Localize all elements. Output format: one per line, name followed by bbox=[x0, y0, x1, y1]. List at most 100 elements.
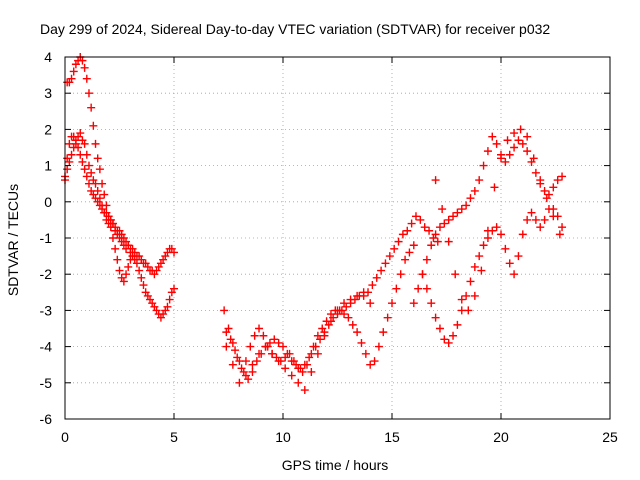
data-point bbox=[370, 357, 379, 366]
data-point bbox=[398, 230, 407, 239]
data-point bbox=[553, 176, 562, 185]
y-tick-label: 2 bbox=[44, 121, 52, 137]
data-point bbox=[422, 255, 431, 264]
x-tick-label: 20 bbox=[493, 429, 509, 445]
data-point bbox=[170, 248, 178, 257]
data-point bbox=[466, 194, 475, 203]
data-point bbox=[488, 132, 497, 141]
data-point bbox=[366, 299, 375, 308]
data-point bbox=[416, 215, 425, 224]
data-point bbox=[388, 299, 396, 308]
data-point bbox=[392, 284, 401, 293]
data-point bbox=[287, 357, 296, 366]
data-point bbox=[333, 306, 342, 315]
data-point bbox=[440, 219, 449, 228]
y-tick-label: -3 bbox=[40, 302, 53, 318]
data-point bbox=[505, 150, 514, 159]
data-point bbox=[228, 360, 237, 369]
y-tick-label: -1 bbox=[40, 230, 53, 246]
x-axis: 0 5 10 15 20 25 bbox=[61, 57, 618, 445]
data-point bbox=[381, 259, 390, 268]
data-point bbox=[91, 139, 100, 148]
data-point bbox=[418, 270, 427, 279]
data-point bbox=[483, 226, 492, 235]
data-point bbox=[449, 212, 458, 221]
y-axis: -6 -5 -4 -3 -2 -1 0 1 2 3 4 bbox=[40, 49, 610, 427]
data-point bbox=[102, 201, 111, 210]
data-point bbox=[501, 157, 510, 166]
data-point bbox=[425, 226, 434, 235]
data-point bbox=[510, 129, 519, 138]
data-point bbox=[514, 136, 523, 145]
data-point bbox=[248, 367, 257, 376]
data-point bbox=[82, 172, 91, 181]
data-point bbox=[405, 248, 414, 257]
data-point bbox=[122, 270, 131, 279]
data-point bbox=[281, 364, 290, 373]
data-point bbox=[170, 284, 178, 293]
data-point bbox=[497, 154, 505, 163]
data-point bbox=[407, 219, 416, 228]
data-point bbox=[433, 237, 442, 246]
data-point bbox=[248, 360, 257, 369]
data-point bbox=[527, 208, 536, 217]
data-point bbox=[287, 371, 296, 380]
data-point bbox=[320, 331, 329, 340]
data-point bbox=[119, 277, 128, 286]
data-point bbox=[403, 226, 412, 235]
data-point bbox=[111, 244, 120, 253]
data-point bbox=[69, 67, 78, 76]
y-tick-label: 4 bbox=[44, 49, 52, 65]
data-point bbox=[510, 143, 519, 152]
data-point bbox=[368, 281, 377, 290]
data-point bbox=[300, 360, 309, 369]
data-point bbox=[453, 320, 462, 329]
data-point bbox=[348, 320, 357, 329]
data-point bbox=[536, 176, 545, 185]
data-point bbox=[231, 346, 240, 355]
x-tick-label: 5 bbox=[170, 429, 178, 445]
data-point bbox=[479, 241, 488, 250]
data-point bbox=[226, 335, 235, 344]
data-point bbox=[93, 154, 102, 163]
data-point bbox=[503, 136, 512, 145]
data-point bbox=[501, 244, 510, 253]
data-point bbox=[394, 237, 403, 246]
data-point bbox=[241, 371, 250, 380]
data-point bbox=[340, 299, 349, 308]
data-point bbox=[477, 266, 486, 275]
x-axis-label: GPS time / hours bbox=[282, 457, 389, 473]
data-point bbox=[255, 349, 264, 358]
y-tick-label: 3 bbox=[44, 85, 52, 101]
data-point bbox=[514, 252, 523, 261]
data-point bbox=[529, 154, 538, 163]
data-point bbox=[470, 291, 479, 300]
x-tick-label: 25 bbox=[602, 429, 618, 445]
data-point bbox=[464, 306, 473, 315]
data-point bbox=[409, 241, 418, 250]
x-tick-label: 10 bbox=[275, 429, 291, 445]
data-point bbox=[536, 223, 545, 232]
data-point bbox=[523, 147, 532, 156]
data-point bbox=[318, 324, 327, 333]
data-point bbox=[497, 230, 505, 239]
data-point bbox=[108, 234, 117, 242]
data-point bbox=[274, 357, 283, 366]
data-point bbox=[374, 342, 383, 351]
data-point bbox=[84, 89, 93, 98]
y-axis-label: SDTVAR / TECUs bbox=[5, 184, 21, 296]
data-point bbox=[87, 103, 96, 112]
data-point bbox=[80, 139, 89, 148]
data-point bbox=[292, 360, 301, 369]
data-point bbox=[479, 161, 488, 170]
data-point bbox=[313, 349, 322, 358]
data-point bbox=[505, 259, 514, 268]
data-point bbox=[453, 208, 462, 217]
data-point bbox=[540, 186, 549, 195]
data-point bbox=[294, 378, 303, 387]
data-point bbox=[475, 176, 484, 185]
data-point bbox=[279, 342, 287, 351]
data-point bbox=[490, 183, 499, 192]
data-point bbox=[377, 266, 386, 275]
